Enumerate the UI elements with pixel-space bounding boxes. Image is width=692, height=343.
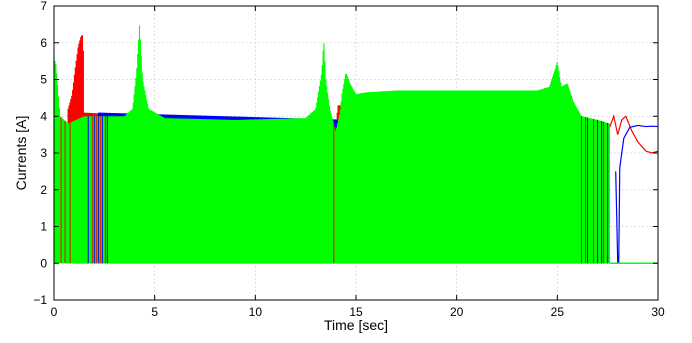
y-tick-label: 0: [40, 256, 47, 270]
x-tick-label: 25: [551, 305, 565, 319]
y-tick-label: 4: [40, 109, 47, 123]
y-tick-label: 3: [40, 146, 47, 160]
axis-ticks: 0 5 10 15 20 25 30 −1 0 1 2 3 4 5 6 7: [33, 0, 665, 319]
x-tick-label: 15: [349, 305, 363, 319]
x-tick-label: 10: [249, 305, 263, 319]
y-tick-label: 6: [40, 36, 47, 50]
x-tick-label: 30: [651, 305, 665, 319]
y-tick-label: 7: [40, 0, 47, 13]
x-tick-label: 0: [51, 305, 58, 319]
y-tick-label: 2: [40, 183, 47, 197]
y-tick-label: 1: [40, 220, 47, 234]
series-green-waveform: [53, 25, 610, 264]
y-tick-label: 5: [40, 73, 47, 87]
x-tick-label: 5: [151, 305, 158, 319]
x-tick-label: 20: [450, 305, 464, 319]
y-tick-label: −1: [33, 293, 47, 307]
plot-series: [53, 25, 659, 264]
series-red-tail: [609, 114, 659, 154]
series-blue-tail: [615, 124, 659, 264]
y-axis-label: Currents [A]: [13, 116, 29, 191]
x-axis-label: Time [sec]: [324, 317, 388, 333]
